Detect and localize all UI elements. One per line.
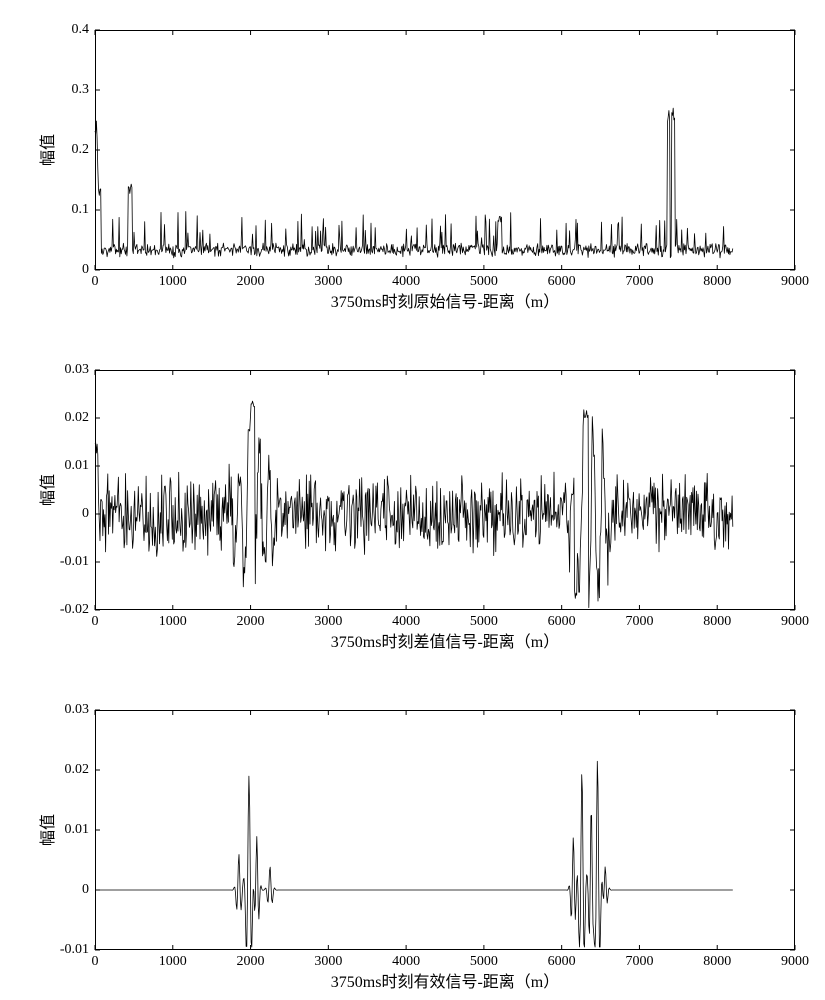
signal-figure: 010002000300040005000600070008000900000.… — [0, 0, 825, 1000]
ytick-label: -0.01 — [41, 554, 89, 570]
ytick-label: 0.02 — [41, 410, 89, 426]
ytick-label: -0.02 — [41, 602, 89, 618]
xtick-label: 2000 — [237, 954, 265, 970]
ytick-label: -0.01 — [41, 942, 89, 958]
x-axis-label: 3750ms时刻有效信号-距离（m） — [331, 968, 559, 992]
xtick-label: 9000 — [781, 274, 809, 290]
panel-3: 0100020003000400050006000700080009000-0.… — [95, 710, 795, 950]
xtick-label: 9000 — [781, 614, 809, 630]
xtick-label: 0 — [92, 614, 99, 630]
xtick-label: 1000 — [159, 954, 187, 970]
ytick-label: 0 — [41, 262, 89, 278]
series-line — [95, 761, 733, 947]
xtick-label: 8000 — [703, 274, 731, 290]
ytick-label: 0 — [41, 506, 89, 522]
ytick-label: 0.03 — [41, 702, 89, 718]
ytick-label: 0.1 — [41, 202, 89, 218]
xtick-label: 8000 — [703, 614, 731, 630]
x-axis-label: 3750ms时刻差值信号-距离（m） — [331, 628, 559, 652]
plot-svg — [95, 710, 795, 950]
ytick-label: 0.03 — [41, 362, 89, 378]
plot-svg — [95, 30, 795, 270]
xtick-label: 8000 — [703, 954, 731, 970]
xtick-label: 0 — [92, 954, 99, 970]
xtick-label: 7000 — [625, 614, 653, 630]
y-axis-label: 幅值 — [34, 474, 58, 506]
ytick-label: 0.3 — [41, 82, 89, 98]
xtick-label: 7000 — [625, 954, 653, 970]
xtick-label: 2000 — [237, 614, 265, 630]
xtick-label: 1000 — [159, 274, 187, 290]
xtick-label: 2000 — [237, 274, 265, 290]
series-line — [95, 401, 733, 607]
plot-svg — [95, 370, 795, 610]
xtick-label: 9000 — [781, 954, 809, 970]
xtick-label: 0 — [92, 274, 99, 290]
x-axis-label: 3750ms时刻原始信号-距离（m） — [331, 288, 559, 312]
xtick-label: 1000 — [159, 614, 187, 630]
ytick-label: 0 — [41, 882, 89, 898]
y-axis-label: 幅值 — [34, 134, 58, 166]
panel-1: 010002000300040005000600070008000900000.… — [95, 30, 795, 270]
ytick-label: 0.01 — [41, 458, 89, 474]
xtick-label: 7000 — [625, 274, 653, 290]
ytick-label: 0.02 — [41, 762, 89, 778]
series-line — [95, 108, 733, 258]
y-axis-label: 幅值 — [34, 814, 58, 846]
ytick-label: 0.4 — [41, 22, 89, 38]
panel-2: 0100020003000400050006000700080009000-0.… — [95, 370, 795, 610]
